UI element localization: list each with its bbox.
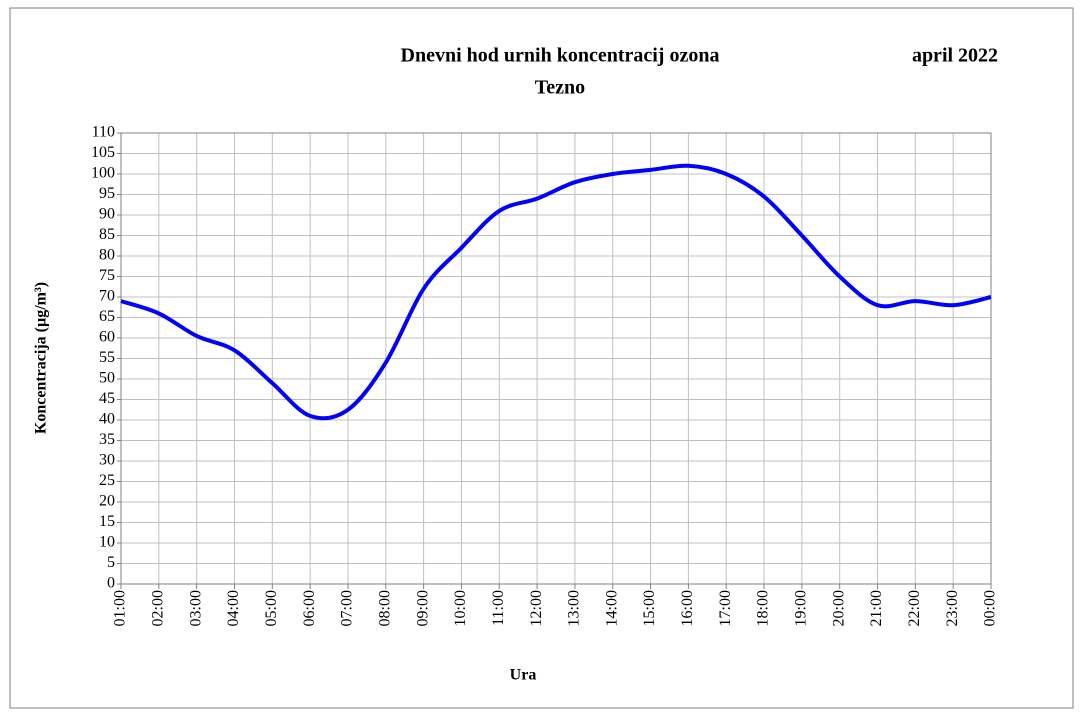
x-tick-label: 12:00: [528, 590, 545, 626]
x-tick-label: 21:00: [868, 590, 885, 626]
x-axis-label: Ura: [510, 667, 537, 684]
y-tick-label: 75: [99, 267, 115, 284]
x-tick-label: 14:00: [603, 590, 620, 626]
x-tick-label: 09:00: [414, 590, 431, 626]
data-line: [120, 163, 992, 421]
chart-title: Dnevni hod urnih koncentracij ozona: [401, 45, 720, 67]
chart-annotation: april 2022: [912, 45, 998, 67]
y-tick-label: 85: [99, 226, 115, 243]
x-tick-label: 17:00: [717, 590, 734, 626]
y-tick-label: 110: [92, 124, 115, 141]
y-tick-label: 0: [107, 575, 115, 592]
y-tick-label: 20: [99, 493, 115, 510]
x-tick-label: 04:00: [225, 590, 242, 626]
x-tick-label: 08:00: [376, 590, 393, 626]
x-tick-label: 05:00: [263, 590, 280, 626]
y-tick-label: 15: [99, 513, 115, 530]
y-tick-label: 90: [99, 206, 115, 223]
plot-border: [120, 132, 992, 585]
x-tick-label: 19:00: [793, 590, 810, 626]
x-tick-label: 18:00: [755, 590, 772, 626]
y-tick-label: 25: [99, 472, 115, 489]
y-axis-label: Koncentracija (µg/m³): [33, 282, 50, 434]
y-tick-label: 105: [91, 144, 115, 161]
x-tick-label: 02:00: [149, 590, 166, 626]
x-tick-label: 00:00: [982, 590, 999, 626]
y-tick-label: 30: [99, 452, 115, 469]
y-tick-label: 5: [107, 554, 115, 571]
x-tick-label: 03:00: [187, 590, 204, 626]
x-tick-label: 06:00: [301, 590, 318, 626]
y-tick-label: 95: [99, 185, 115, 202]
x-tick-label: 15:00: [641, 590, 658, 626]
y-tick-label: 55: [99, 349, 115, 366]
x-tick-label: 11:00: [490, 590, 507, 626]
y-tick-label: 80: [99, 247, 115, 264]
y-tick-label: 65: [99, 308, 115, 325]
x-tick-label: 01:00: [112, 590, 129, 626]
x-tick-label: 16:00: [679, 590, 696, 626]
x-tick-label: 23:00: [944, 590, 961, 626]
x-tick-label: 22:00: [906, 590, 923, 626]
y-tick-label: 40: [99, 411, 115, 428]
y-tick-label: 50: [99, 370, 115, 387]
y-tick-label: 100: [91, 165, 115, 182]
y-tick-label: 60: [99, 329, 115, 346]
x-tick-label: 07:00: [339, 590, 356, 626]
chart-subtitle: Tezno: [535, 77, 585, 99]
y-tick-label: 70: [99, 288, 115, 305]
y-tick-label: 10: [99, 534, 115, 551]
x-tick-label: 10:00: [452, 590, 469, 626]
x-tick-label: 13:00: [566, 590, 583, 626]
y-tick-label: 35: [99, 431, 115, 448]
y-tick-label: 45: [99, 390, 115, 407]
x-tick-label: 20:00: [830, 590, 847, 626]
